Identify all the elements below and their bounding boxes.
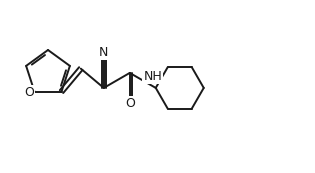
Text: N: N	[99, 46, 108, 59]
Text: O: O	[125, 97, 135, 110]
Text: O: O	[25, 86, 34, 99]
Text: NH: NH	[143, 70, 162, 83]
